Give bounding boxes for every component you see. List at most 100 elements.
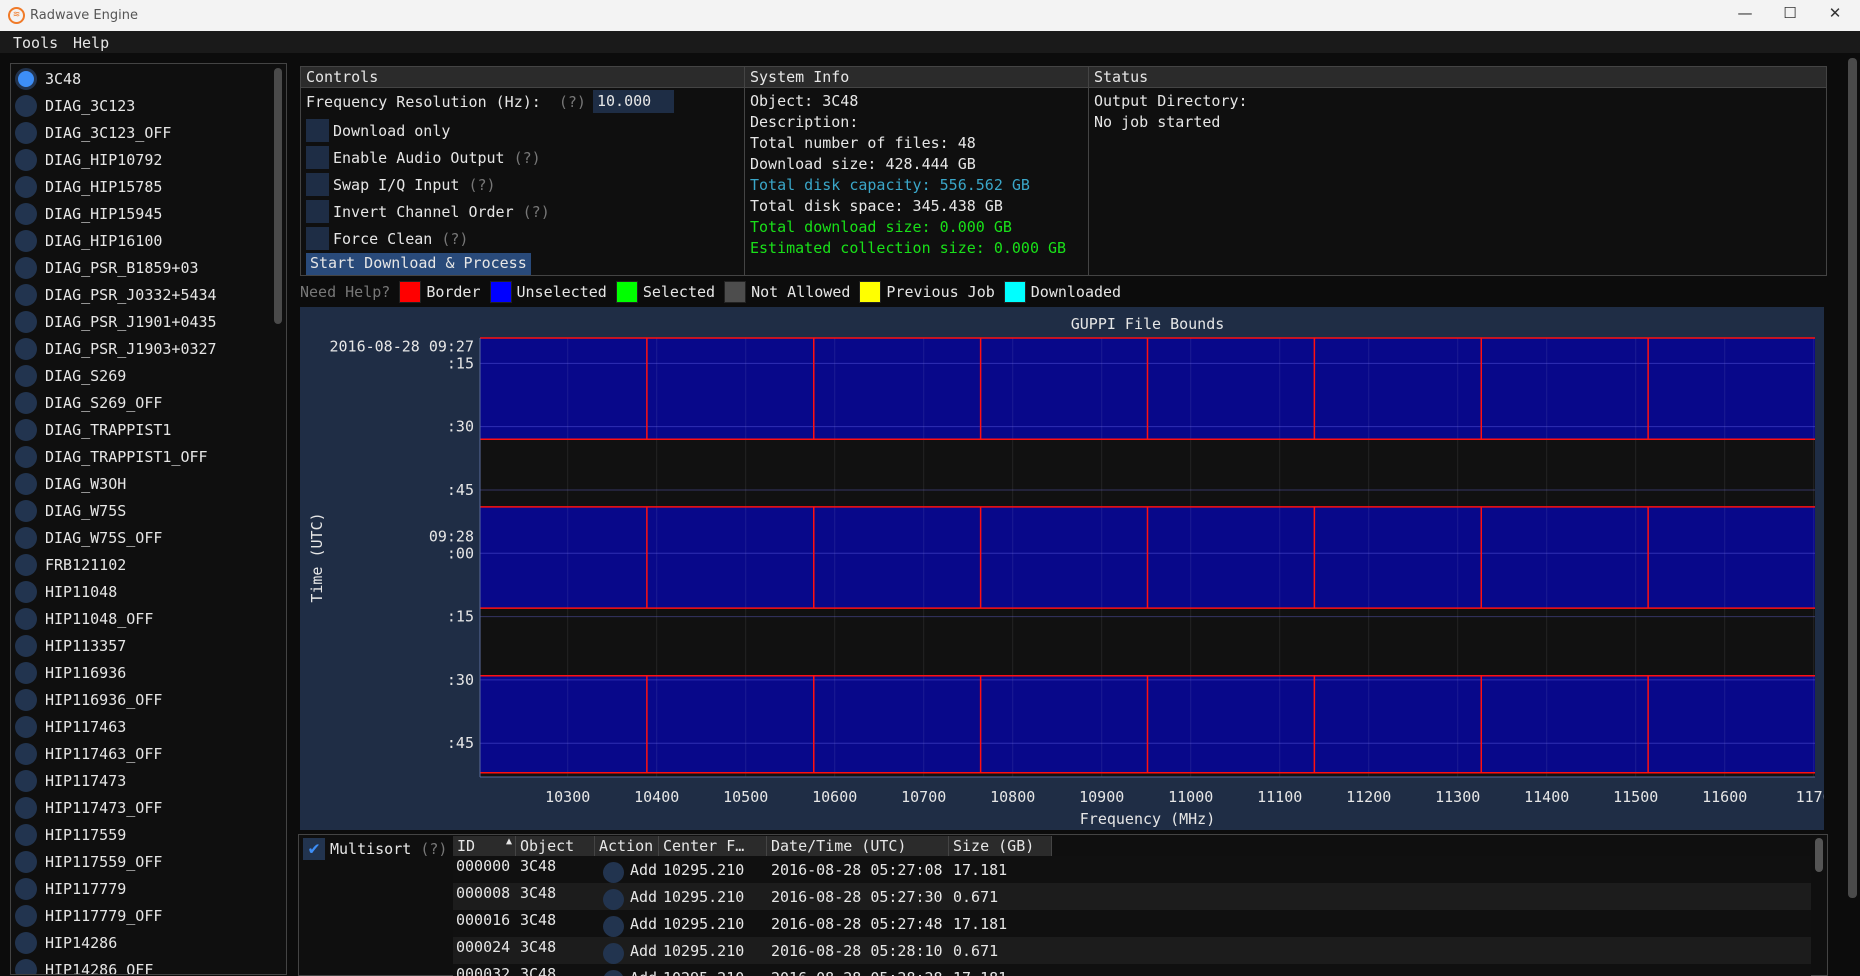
radio-icon[interactable] [15, 526, 37, 549]
help-icon[interactable]: (?) [468, 176, 496, 194]
option-checkbox[interactable] [306, 173, 329, 196]
menu-tools[interactable]: Tools [13, 34, 59, 52]
sidebar-item[interactable]: DIAG_PSR_J1903+0327 [15, 335, 217, 362]
radio-icon[interactable] [15, 553, 37, 576]
radio-icon[interactable] [15, 391, 37, 414]
sidebar-item[interactable]: DIAG_PSR_J1901+0435 [15, 308, 217, 335]
radio-icon[interactable] [15, 823, 37, 846]
menu-help[interactable]: Help [73, 34, 110, 52]
radio-icon[interactable] [15, 688, 37, 711]
sidebar-item[interactable]: DIAG_PSR_J0332+5434 [15, 281, 217, 308]
sidebar-item[interactable]: HIP113357 [15, 632, 126, 659]
column-header[interactable]: Object [516, 836, 595, 856]
need-help-link[interactable]: Need Help? [300, 283, 391, 301]
help-icon[interactable]: (?) [441, 230, 469, 248]
sidebar-item[interactable]: HIP117559 [15, 821, 126, 848]
column-header[interactable]: Size (GB) [949, 836, 1052, 856]
add-radio-icon[interactable] [603, 889, 624, 910]
guppi-chart[interactable]: GUPPI File Bounds 10300 10400 10500 10600 107… [300, 307, 1824, 830]
radio-icon[interactable] [15, 877, 37, 900]
radio-icon[interactable] [15, 148, 37, 171]
radio-icon[interactable] [15, 796, 37, 819]
action-cell[interactable]: Add [630, 915, 658, 933]
freq-resolution-input[interactable]: 10.000 [593, 90, 674, 113]
sidebar-item[interactable]: DIAG_W3OH [15, 470, 126, 497]
radio-icon[interactable] [15, 229, 37, 252]
radio-icon[interactable] [15, 769, 37, 792]
sidebar-item[interactable]: HIP117779_OFF [15, 902, 162, 929]
multisort-checkbox[interactable]: ✔ [303, 838, 325, 860]
sidebar-item[interactable]: FRB121102 [15, 551, 126, 578]
radio-icon[interactable] [15, 931, 37, 954]
sidebar-item[interactable]: DIAG_S269_OFF [15, 389, 162, 416]
sidebar-item[interactable]: HIP116936 [15, 659, 126, 686]
add-radio-icon[interactable] [603, 943, 624, 964]
window-scrollbar[interactable] [1848, 58, 1857, 898]
radio-icon[interactable] [15, 580, 37, 603]
sidebar-item[interactable]: HIP11048 [15, 578, 117, 605]
table-row[interactable]: 000008 3C48 Add 10295.210 2016-08-28 05:27:3… [453, 883, 1811, 910]
column-header[interactable]: Date/Time (UTC) [767, 836, 949, 856]
action-cell[interactable]: Add [630, 888, 658, 906]
help-icon[interactable]: (?) [420, 840, 448, 858]
minimize-button[interactable]: — [1737, 4, 1753, 22]
sidebar-item[interactable]: DIAG_HIP16100 [15, 227, 162, 254]
radio-icon[interactable] [15, 850, 37, 873]
radio-icon[interactable] [15, 499, 37, 522]
sidebar-item[interactable]: DIAG_HIP10792 [15, 146, 162, 173]
maximize-button[interactable]: ☐ [1783, 4, 1797, 22]
sidebar-item[interactable]: DIAG_TRAPPIST1 [15, 416, 171, 443]
sidebar-item[interactable]: HIP117779 [15, 875, 126, 902]
radio-icon[interactable] [15, 256, 37, 279]
sidebar-item[interactable]: HIP117473_OFF [15, 794, 162, 821]
radio-icon[interactable] [15, 67, 37, 90]
column-header[interactable]: Center F… [659, 836, 767, 856]
radio-icon[interactable] [15, 418, 37, 441]
sidebar-item[interactable]: HIP117463 [15, 713, 126, 740]
sidebar-item[interactable]: HIP14286_OFF [15, 956, 153, 974]
radio-icon[interactable] [15, 661, 37, 684]
sidebar-item[interactable]: DIAG_W75S [15, 497, 126, 524]
radio-icon[interactable] [15, 715, 37, 738]
radio-icon[interactable] [15, 121, 37, 144]
action-cell[interactable]: Add [630, 861, 658, 879]
sidebar-item[interactable]: 3C48 [15, 65, 81, 92]
radio-icon[interactable] [15, 445, 37, 468]
sidebar-item[interactable]: DIAG_3C123 [15, 92, 135, 119]
radio-icon[interactable] [15, 364, 37, 387]
help-icon[interactable]: (?) [513, 149, 541, 167]
radio-icon[interactable] [15, 742, 37, 765]
radio-icon[interactable] [15, 202, 37, 225]
sidebar-item[interactable]: HIP14286 [15, 929, 117, 956]
column-header[interactable]: ID ▲ [453, 836, 516, 856]
add-radio-icon[interactable] [603, 862, 624, 883]
option-checkbox[interactable] [306, 200, 329, 223]
action-cell[interactable]: Add [630, 942, 658, 960]
sidebar-item[interactable]: DIAG_HIP15945 [15, 200, 162, 227]
start-download-button[interactable]: Start Download & Process [306, 253, 531, 275]
add-radio-icon[interactable] [603, 970, 624, 976]
add-radio-icon[interactable] [603, 916, 624, 937]
table-row[interactable]: 000000 3C48 Add 10295.210 2016-08-28 05:27:0… [453, 856, 1811, 883]
sidebar-item[interactable]: HIP117463_OFF [15, 740, 162, 767]
option-checkbox[interactable] [306, 146, 329, 169]
radio-icon[interactable] [15, 175, 37, 198]
sidebar-item[interactable]: DIAG_S269 [15, 362, 126, 389]
sidebar-item[interactable]: DIAG_W75S_OFF [15, 524, 162, 551]
sidebar-item[interactable]: HIP11048_OFF [15, 605, 153, 632]
sidebar-scrollbar[interactable] [274, 68, 282, 324]
sidebar-item[interactable]: HIP117559_OFF [15, 848, 162, 875]
radio-icon[interactable] [15, 94, 37, 117]
sidebar-item[interactable]: DIAG_HIP15785 [15, 173, 162, 200]
radio-icon[interactable] [15, 472, 37, 495]
option-checkbox[interactable] [306, 227, 329, 250]
radio-icon[interactable] [15, 958, 37, 974]
table-scrollbar[interactable] [1815, 838, 1823, 872]
column-header[interactable]: Action [595, 836, 659, 856]
help-icon[interactable]: (?) [558, 93, 586, 111]
radio-icon[interactable] [15, 607, 37, 630]
radio-icon[interactable] [15, 283, 37, 306]
sidebar-item[interactable]: HIP117473 [15, 767, 126, 794]
radio-icon[interactable] [15, 310, 37, 333]
radio-icon[interactable] [15, 904, 37, 927]
